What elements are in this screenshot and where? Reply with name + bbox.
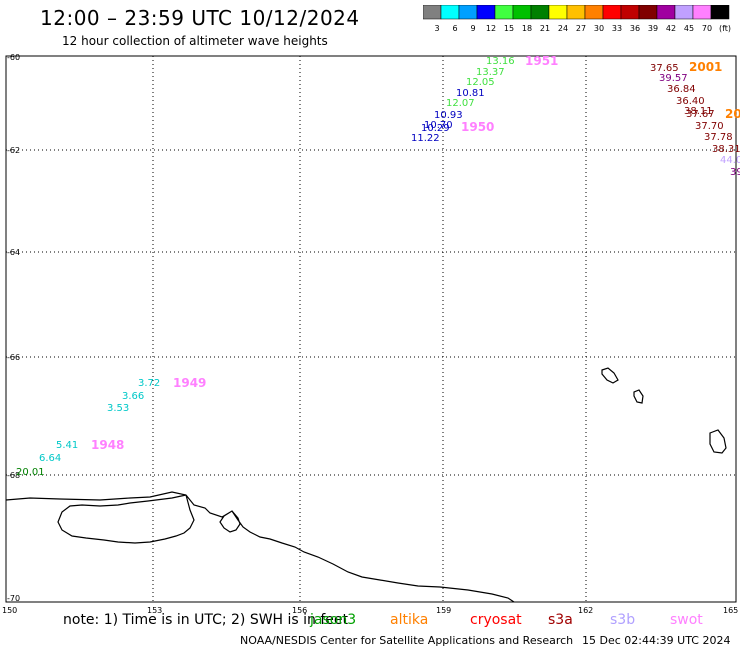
footer-credit: NOAA/NESDIS Center for Satellite Applica… [240, 634, 574, 647]
legend-swatch [476, 5, 496, 20]
legend-label: 36 [630, 24, 640, 33]
wave-height-value: 10.93 [434, 110, 463, 121]
legend-swatch [440, 5, 460, 20]
wave-height-value: 5.41 [56, 440, 78, 451]
legend-swatch [638, 5, 658, 20]
wave-height-value: 37.78 [704, 132, 733, 143]
legend-swatch [530, 5, 550, 20]
wave-height-value: 10.70 [424, 120, 453, 131]
legend-swatch [548, 5, 568, 20]
track-time-label: 1948 [91, 438, 124, 452]
legend-label: 27 [576, 24, 586, 33]
legend-swatch [458, 5, 478, 20]
legend-label: 42 [666, 24, 676, 33]
legend-swatch [423, 5, 442, 20]
wave-height-value: 37.70 [695, 121, 724, 132]
wave-height-value: 3.66 [122, 391, 144, 402]
legend-label: (ft) [719, 24, 731, 33]
page-subtitle: 12 hour collection of altimeter wave hei… [62, 34, 328, 48]
wave-height-value: 37.65 [650, 63, 679, 74]
legend-label: 9 [470, 24, 475, 33]
islands [601, 367, 727, 454]
legend-label: 24 [558, 24, 568, 33]
wave-height-value: 13.37 [476, 67, 505, 78]
x-tick-label: 165 [723, 606, 738, 615]
x-tick-label: 162 [578, 606, 593, 615]
satellite-label-cryosat: cryosat [470, 612, 522, 628]
wave-height-value: 12.07 [446, 98, 475, 109]
legend-swatch [494, 5, 514, 20]
legend-swatch [692, 5, 712, 20]
page-title: 12:00 – 23:59 UTC 10/12/2024 [40, 6, 360, 30]
x-axis-labels: 150 153 156 159 162 165 [2, 606, 738, 615]
legend-swatch [602, 5, 622, 20]
footer-note: note: 1) Time is in UTC; 2) SWH is in fe… [63, 612, 349, 628]
y-tick-label: -60 [7, 53, 20, 62]
legend-swatch [584, 5, 604, 20]
satellite-label-swot: swot [670, 612, 703, 628]
legend-swatch [710, 5, 730, 20]
legend-swatch [512, 5, 532, 20]
wave-height-value: 10.29 [421, 123, 450, 134]
wave-height-value: 12.05 [466, 77, 495, 88]
legend-swatch [656, 5, 676, 20]
wave-height-labels: 20.01 6.64 5.41 1948 3.53 3.66 3.72 1949… [16, 54, 740, 478]
wave-height-value: 38.11 [684, 106, 713, 117]
legend-swatch [566, 5, 586, 20]
coastline [5, 491, 515, 603]
wave-height-value: 20.01 [16, 467, 45, 478]
map-frame [5, 55, 737, 603]
legend-label: 30 [594, 24, 604, 33]
wave-height-value: 3.53 [107, 403, 129, 414]
legend-label: 39 [648, 24, 658, 33]
legend-label: 6 [452, 24, 457, 33]
track-time-label: 1951 [525, 54, 558, 68]
legend-label: 21 [540, 24, 550, 33]
legend-label: 12 [486, 24, 496, 33]
track-time-label: 1949 [173, 376, 206, 390]
legend-label: 18 [522, 24, 532, 33]
wave-height-value: 39 [730, 167, 740, 178]
legend-label: 45 [684, 24, 694, 33]
y-tick-label: -62 [7, 146, 20, 155]
wave-height-value: 13.16 [486, 56, 515, 67]
x-tick-label: 153 [147, 606, 162, 615]
legend-label: 33 [612, 24, 622, 33]
x-tick-label: 159 [436, 606, 451, 615]
wave-height-value: 44.0 [720, 155, 740, 166]
wave-height-value: 3.72 [138, 378, 160, 389]
x-tick-label: 150 [2, 606, 17, 615]
y-tick-label: -70 [7, 594, 20, 603]
wave-height-value: 36.40 [676, 96, 705, 107]
wave-height-value: 36.84 [667, 84, 696, 95]
color-legend: 3 6 9 12 15 18 21 24 27 30 33 36 39 42 45 70 (ft) [423, 5, 731, 33]
legend-swatch [674, 5, 694, 20]
legend-label: 15 [504, 24, 514, 33]
y-tick-label: -64 [7, 248, 20, 257]
y-tick-label: -68 [7, 471, 20, 480]
footer-timestamp: 15 Dec 02:44:39 UTC 2024 [582, 634, 731, 647]
x-tick-label: 156 [292, 606, 307, 615]
satellite-label-s3b: s3b [610, 612, 636, 628]
legend-swatch [620, 5, 640, 20]
y-tick-label: -66 [7, 353, 20, 362]
wave-height-value: 11.22 [411, 133, 440, 144]
legend-label: 70 [702, 24, 712, 33]
wave-height-value: 39.57 [659, 73, 688, 84]
satellite-label-altika: altika [390, 612, 429, 628]
satellite-label-jason3: jason3 [310, 612, 357, 628]
track-time-label: 1950 [461, 120, 494, 134]
track-time-label: 2001 [689, 60, 722, 74]
wave-height-value: 10.81 [456, 88, 485, 99]
track-time-label: 20 [725, 107, 740, 121]
wave-height-value: 6.64 [39, 453, 61, 464]
wave-height-value: 37.67 [686, 109, 715, 120]
satellite-label-s3a: s3a [548, 612, 573, 628]
y-axis-labels: -60 -62 -64 -66 -68 -70 [7, 53, 20, 603]
grid-lines [6, 56, 736, 602]
wave-height-value: 38.31 [712, 144, 740, 155]
legend-label: 3 [434, 24, 439, 33]
